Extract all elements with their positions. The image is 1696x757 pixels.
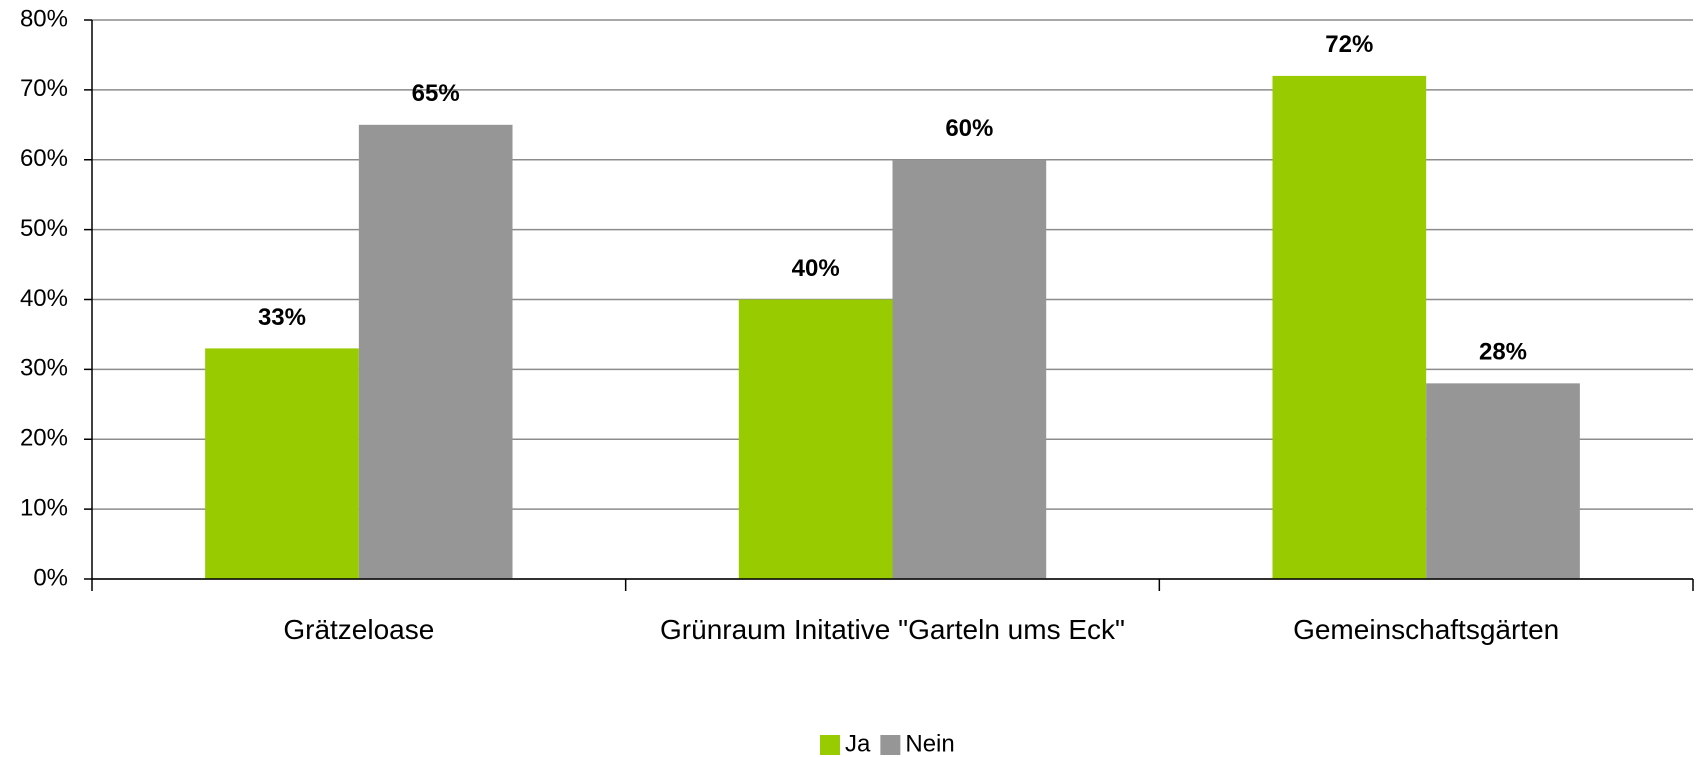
- y-tick-label: 0%: [33, 564, 68, 591]
- x-tick-label: Grünraum Initative "Garteln ums Eck": [660, 614, 1125, 645]
- legend-swatch: [880, 735, 901, 755]
- x-tick-label: Grätzeloase: [283, 614, 435, 645]
- data-label: 72%: [1325, 31, 1373, 58]
- data-label: 65%: [412, 80, 460, 107]
- data-label: 60%: [945, 115, 993, 142]
- bar: [1272, 75, 1427, 580]
- y-tick-label: 10%: [20, 494, 68, 521]
- data-label: 28%: [1479, 339, 1527, 366]
- bar: [738, 299, 893, 579]
- y-tick-label: 60%: [20, 145, 68, 172]
- bar: [1426, 383, 1580, 579]
- data-label: 40%: [792, 255, 840, 282]
- x-tick-label: Gemeinschaftsgärten: [1293, 614, 1560, 645]
- y-tick-label: 70%: [20, 75, 68, 102]
- y-tick-label: 20%: [20, 425, 68, 452]
- legend-label: Nein: [905, 730, 954, 757]
- legend-swatch: [820, 735, 840, 755]
- bar: [358, 124, 513, 579]
- y-tick-label: 40%: [20, 285, 68, 312]
- y-tick-label: 50%: [20, 215, 68, 242]
- data-label: 33%: [258, 304, 306, 331]
- y-tick-label: 30%: [20, 355, 68, 382]
- bar: [892, 159, 1047, 579]
- y-tick-label: 80%: [20, 5, 68, 32]
- bar: [205, 348, 359, 579]
- legend-label: Ja: [845, 730, 871, 757]
